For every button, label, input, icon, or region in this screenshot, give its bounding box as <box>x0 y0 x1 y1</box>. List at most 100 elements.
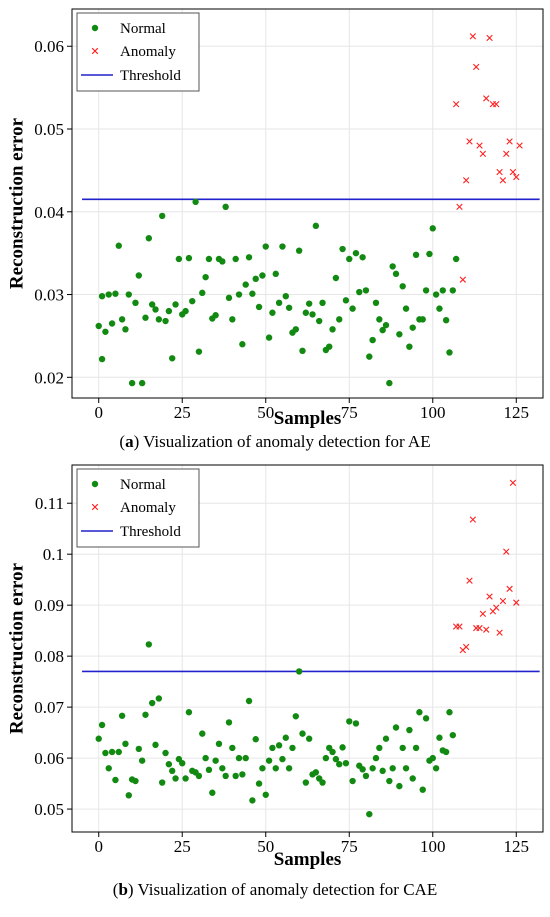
normal-point <box>155 316 163 323</box>
normal-point <box>382 735 390 742</box>
normal-point <box>319 779 326 786</box>
y-tick-label: 0.08 <box>34 647 64 666</box>
normal-point <box>219 765 226 772</box>
normal-point <box>426 250 433 258</box>
anomaly-point <box>479 150 487 158</box>
normal-point <box>282 292 289 300</box>
normal-point <box>422 715 430 722</box>
normal-point <box>295 668 303 675</box>
normal-point <box>326 343 333 350</box>
anomaly-point <box>466 577 473 584</box>
normal-point <box>252 275 259 283</box>
normal-point <box>255 303 263 311</box>
normal-point <box>432 765 440 772</box>
normal-point <box>362 772 370 780</box>
normal-point <box>342 759 350 767</box>
normal-point <box>436 734 443 741</box>
x-tick-label: 75 <box>341 403 358 422</box>
normal-point <box>152 306 159 313</box>
anomaly-point <box>456 623 463 630</box>
x-tick-label: 25 <box>174 837 191 856</box>
normal-point <box>189 297 196 305</box>
anomaly-point <box>479 610 487 618</box>
normal-point <box>272 765 279 772</box>
legend-label: Anomaly <box>120 500 176 516</box>
normal-point <box>172 775 179 782</box>
x-tick-label: 0 <box>94 837 103 856</box>
normal-point <box>115 748 122 756</box>
normal-point <box>158 779 166 786</box>
normal-point <box>212 757 219 764</box>
normal-point <box>199 730 206 737</box>
normal-point <box>275 742 283 749</box>
normal-point <box>265 757 273 764</box>
y-tick-label: 0.09 <box>34 596 64 615</box>
normal-point <box>406 726 413 734</box>
normal-point <box>329 748 336 756</box>
normal-point <box>379 767 386 775</box>
anomaly-point <box>456 203 463 210</box>
legend: Normal Anomaly Threshold <box>76 468 200 548</box>
normal-point <box>195 772 203 780</box>
normal-point <box>118 712 126 719</box>
normal-point <box>282 734 289 741</box>
anomaly-point <box>462 177 470 184</box>
normal-point <box>269 744 276 752</box>
anomaly-point <box>506 138 513 145</box>
normal-point <box>118 316 126 323</box>
normal-point <box>262 243 269 250</box>
normal-point <box>205 766 213 774</box>
x-tick-label: 125 <box>504 837 530 856</box>
normal-point <box>312 222 320 230</box>
normal-point <box>148 699 156 707</box>
anomaly-point <box>496 168 503 176</box>
normal-point <box>319 299 326 307</box>
plot-frame <box>71 8 544 399</box>
x-tick-label: 100 <box>420 403 446 422</box>
normal-point <box>108 748 116 756</box>
normal-point <box>255 780 263 787</box>
normal-point <box>309 311 316 318</box>
normal-point <box>432 291 440 298</box>
legend-anomaly-marker <box>91 503 99 511</box>
normal-point <box>175 255 183 263</box>
normal-point <box>192 198 199 206</box>
normal-point <box>135 745 143 753</box>
normal-point <box>285 304 293 311</box>
normal-point <box>279 243 286 250</box>
normal-point <box>346 718 353 725</box>
normal-point <box>259 765 266 772</box>
normal-point <box>346 255 353 263</box>
normal-point <box>422 287 430 294</box>
y-tick-label: 0.02 <box>34 368 64 387</box>
normal-point <box>339 245 346 253</box>
normal-point <box>299 730 306 737</box>
anomaly-point <box>503 548 510 555</box>
normal-point <box>305 735 313 742</box>
normal-point <box>158 212 166 220</box>
normal-point <box>336 316 343 323</box>
normal-point <box>369 336 376 344</box>
normal-point <box>105 291 112 298</box>
anomaly-point <box>509 168 517 176</box>
normal-point <box>312 769 320 776</box>
normal-point <box>429 225 436 232</box>
normal-point <box>442 317 450 324</box>
anomaly-point <box>473 63 480 71</box>
legend-label: Anomaly <box>120 44 176 60</box>
normal-point <box>222 772 229 780</box>
legend-normal-marker <box>91 480 99 488</box>
normal-point <box>342 297 350 304</box>
normal-point <box>369 765 376 772</box>
normal-point <box>446 349 453 356</box>
normal-point <box>259 272 266 279</box>
anomaly-point <box>452 100 460 108</box>
normal-point <box>366 810 373 818</box>
normal-point <box>249 797 256 804</box>
x-tick-label: 100 <box>420 837 446 856</box>
legend: Normal Anomaly Threshold <box>76 12 200 92</box>
caption: (a) Visualization of anomaly detection f… <box>119 432 430 451</box>
normal-point <box>412 744 420 752</box>
normal-point <box>322 754 330 762</box>
